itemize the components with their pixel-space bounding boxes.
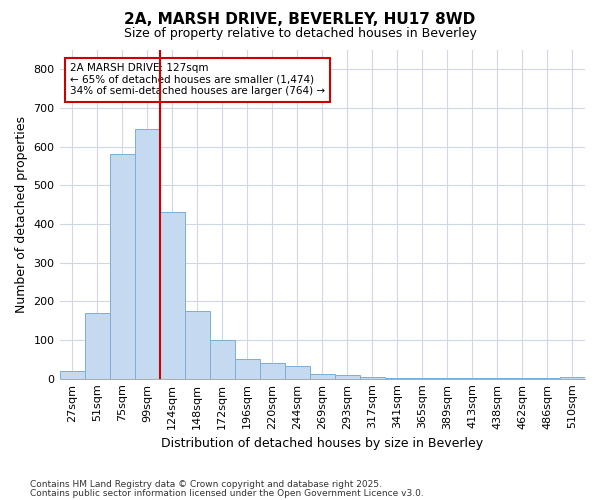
Bar [310, 374, 335, 378]
Text: 2A, MARSH DRIVE, BEVERLEY, HU17 8WD: 2A, MARSH DRIVE, BEVERLEY, HU17 8WD [124, 12, 476, 28]
Bar [560, 376, 585, 378]
Bar [335, 375, 360, 378]
Bar [285, 366, 310, 378]
X-axis label: Distribution of detached houses by size in Beverley: Distribution of detached houses by size … [161, 437, 484, 450]
Y-axis label: Number of detached properties: Number of detached properties [15, 116, 28, 313]
Bar [59, 371, 85, 378]
Bar [85, 313, 110, 378]
Bar [209, 340, 235, 378]
Text: 2A MARSH DRIVE: 127sqm
← 65% of detached houses are smaller (1,474)
34% of semi-: 2A MARSH DRIVE: 127sqm ← 65% of detached… [70, 63, 325, 96]
Bar [134, 130, 160, 378]
Bar [360, 376, 385, 378]
Bar [160, 212, 185, 378]
Bar [235, 360, 260, 378]
Text: Size of property relative to detached houses in Beverley: Size of property relative to detached ho… [124, 28, 476, 40]
Bar [110, 154, 134, 378]
Bar [185, 311, 209, 378]
Text: Contains HM Land Registry data © Crown copyright and database right 2025.: Contains HM Land Registry data © Crown c… [30, 480, 382, 489]
Text: Contains public sector information licensed under the Open Government Licence v3: Contains public sector information licen… [30, 490, 424, 498]
Bar [260, 363, 285, 378]
